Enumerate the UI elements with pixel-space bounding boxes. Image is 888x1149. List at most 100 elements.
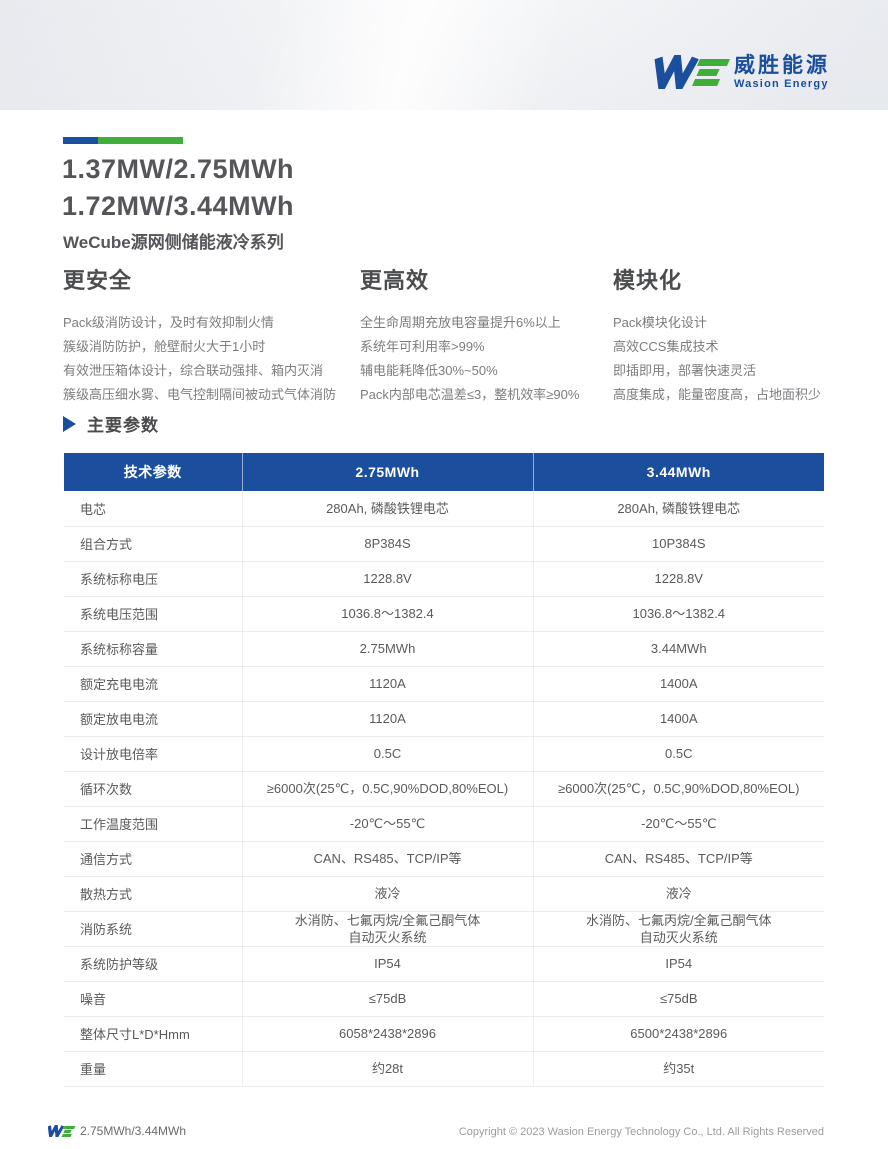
param-value: 1036.8～1382.4 — [241, 596, 533, 632]
wasion-logo-icon — [652, 55, 731, 90]
param-label: 电芯 — [64, 491, 242, 527]
top-banner — [0, 0, 888, 110]
param-value: CAN、RS485、TCP/IP等 — [241, 841, 533, 877]
param-value: 1400A — [532, 666, 824, 702]
param-label: 散热方式 — [64, 876, 242, 912]
table-row: 通信方式 CAN、RS485、TCP/IP等 CAN、RS485、TCP/IP等 — [64, 841, 824, 877]
table-row: 整体尺寸L*D*Hmm 6058*2438*2896 6500*2438*2896 — [64, 1016, 824, 1052]
param-value: 液冷 — [532, 876, 824, 912]
main-parameters-header: 主要参数 — [63, 411, 159, 436]
column-header-model-275: 2.75MWh — [241, 453, 533, 491]
param-label: 循环次数 — [64, 771, 242, 807]
param-label: 系统标称容量 — [64, 631, 242, 667]
param-value: ≥6000次(25℃，0.5C,90%DOD,80%EOL) — [241, 771, 533, 807]
param-value: 6500*2438*2896 — [532, 1016, 824, 1052]
feature-item: 即插即用，部署快速灵活 — [613, 363, 757, 378]
feature-heading: 更高效 — [360, 268, 430, 293]
brand-name-en: Wasion Energy — [734, 78, 829, 91]
section-title-text: 主要参数 — [87, 416, 159, 435]
param-label: 通信方式 — [64, 841, 242, 877]
table-row: 额定放电电流 1120A 1400A — [64, 701, 824, 737]
param-value: -20℃～55℃ — [241, 806, 533, 842]
triangle-bullet-icon — [63, 415, 76, 432]
param-label: 额定充电电流 — [64, 666, 242, 702]
feature-columns: 更安全 Pack级消防设计，及时有效抑制火情 簇级消防防护，舱壁耐火大于1小时有效… — [63, 263, 833, 407]
footer-logo-e-bars — [61, 1125, 76, 1137]
table-row: 系统标称容量 2.75MWh 3.44MWh — [64, 631, 824, 667]
spec-table-header-row: 技术参数 2.75MWh 3.44MWh — [64, 453, 824, 491]
spec-table: 技术参数 2.75MWh 3.44MWh 电芯 280Ah, 磷酸铁锂电芯 280A… — [64, 453, 824, 1087]
param-value: CAN、RS485、TCP/IP等 — [532, 841, 824, 877]
product-series-subtitle: WeCube源网侧储能液冷系列 — [63, 233, 284, 252]
footer-logo-icon — [47, 1125, 76, 1137]
feature-item: Pack级消防设计，及时有效抑制火情 — [63, 315, 274, 330]
param-value: 约35t — [532, 1051, 824, 1087]
param-value: 约28t — [241, 1051, 533, 1087]
feature-item: 高度集成，能量密度高，占地面积少 — [613, 387, 822, 402]
param-value: 1036.8～1382.4 — [532, 596, 824, 632]
feature-item: 簇级消防防护，舱壁耐火大于1小时 — [63, 339, 266, 354]
feature-item: 高效CCS集成技术 — [613, 339, 719, 354]
footer-logo-w-glyph — [47, 1125, 65, 1137]
param-value: -20℃～55℃ — [532, 806, 824, 842]
table-row: 额定充电电流 1120A 1400A — [64, 666, 824, 702]
param-value: IP54 — [241, 946, 533, 982]
param-value: 280Ah, 磷酸铁锂电芯 — [241, 491, 533, 527]
feature-item: 有效泄压箱体设计，综合联动强排、箱内灭消 — [63, 363, 324, 378]
param-value: ≤75dB — [532, 981, 824, 1017]
param-value: 水消防、七氟丙烷/全氟己酮气体 自动灭火系统 — [532, 911, 824, 947]
param-value: 液冷 — [241, 876, 533, 912]
table-row: 消防系统 水消防、七氟丙烷/全氟己酮气体 自动灭火系统 水消防、七氟丙烷/全氟己酮气… — [64, 911, 824, 947]
table-row: 系统防护等级 IP54 IP54 — [64, 946, 824, 982]
feature-modularity: 模块化 Pack模块化设计 高效CCS集成技术即插即用，部署快速灵活高度集成，能量… — [613, 263, 833, 407]
product-title-line2: 1.72MW/3.44MWh — [62, 191, 295, 221]
param-value: 1228.8V — [532, 561, 824, 597]
feature-item-list: 全生命周期充放电容量提升6%以上 系统年可利用率>99% 辅电能耗降低30%~50%… — [360, 311, 613, 407]
copyright-text: Copyright © 2023 Wasion Energy Technolog… — [458, 1126, 824, 1138]
param-value: 8P384S — [241, 526, 533, 562]
param-value: 1228.8V — [241, 561, 533, 597]
logo-w-glyph — [654, 55, 699, 90]
feature-heading: 更安全 — [63, 268, 133, 293]
column-header-model-344: 3.44MWh — [532, 453, 824, 491]
table-row: 组合方式 8P384S 10P384S — [64, 526, 824, 562]
feature-item: Pack内部电芯温差≤3，整机效率≥90% — [360, 387, 580, 402]
param-value: 0.5C — [532, 736, 824, 772]
feature-item-list: Pack模块化设计 高效CCS集成技术即插即用，部署快速灵活高度集成，能量密度高，… — [613, 311, 833, 407]
footer-model-label: 2.75MWh/3.44MWh — [80, 1124, 187, 1138]
table-row: 设计放电倍率 0.5C 0.5C — [64, 736, 824, 772]
accent-bar-green — [98, 137, 183, 144]
table-row: 重量 约28t 约35t — [64, 1051, 824, 1087]
param-value: 3.44MWh — [532, 631, 824, 667]
table-row: 系统电压范围 1036.8～1382.4 1036.8～1382.4 — [64, 596, 824, 632]
param-value: 10P384S — [532, 526, 824, 562]
feature-efficiency: 更高效 全生命周期充放电容量提升6%以上 系统年可利用率>99% 辅电能耗降低30%… — [360, 263, 613, 407]
feature-item: 辅电能耗降低30%~50% — [360, 363, 498, 378]
table-row: 噪音 ≤75dB ≤75dB — [64, 981, 824, 1017]
table-row: 电芯 280Ah, 磷酸铁锂电芯 280Ah, 磷酸铁锂电芯 — [64, 491, 824, 527]
param-label: 设计放电倍率 — [64, 736, 242, 772]
column-header-parameter: 技术参数 — [64, 453, 242, 491]
param-value: 水消防、七氟丙烷/全氟己酮气体 自动灭火系统 — [241, 911, 533, 947]
logo-text: 威胜能源 Wasion Energy — [734, 54, 830, 90]
param-value: ≤75dB — [241, 981, 533, 1017]
param-label: 工作温度范围 — [64, 806, 242, 842]
table-row: 循环次数 ≥6000次(25℃，0.5C,90%DOD,80%EOL) ≥6000次… — [64, 771, 824, 807]
feature-item: 系统年可利用率>99% — [360, 339, 485, 354]
param-label: 重量 — [64, 1051, 242, 1087]
feature-item: 簇级高压细水雾、电气控制隔间被动式气体消防 — [63, 387, 337, 402]
param-value: IP54 — [532, 946, 824, 982]
param-value: 0.5C — [241, 736, 533, 772]
feature-safety: 更安全 Pack级消防设计，及时有效抑制火情 簇级消防防护，舱壁耐火大于1小时有效… — [63, 263, 360, 407]
param-label: 额定放电电流 — [64, 701, 242, 737]
feature-heading: 模块化 — [613, 268, 683, 293]
param-label: 系统电压范围 — [64, 596, 242, 632]
param-label: 整体尺寸L*D*Hmm — [64, 1016, 242, 1052]
product-title-line1: 1.37MW/2.75MWh — [62, 154, 295, 184]
logo-e-bars — [691, 58, 731, 86]
brand-logo: 威胜能源 Wasion Energy — [652, 54, 830, 90]
param-label: 系统防护等级 — [64, 946, 242, 982]
accent-bar-blue — [63, 137, 98, 144]
feature-item: Pack模块化设计 — [613, 315, 707, 330]
